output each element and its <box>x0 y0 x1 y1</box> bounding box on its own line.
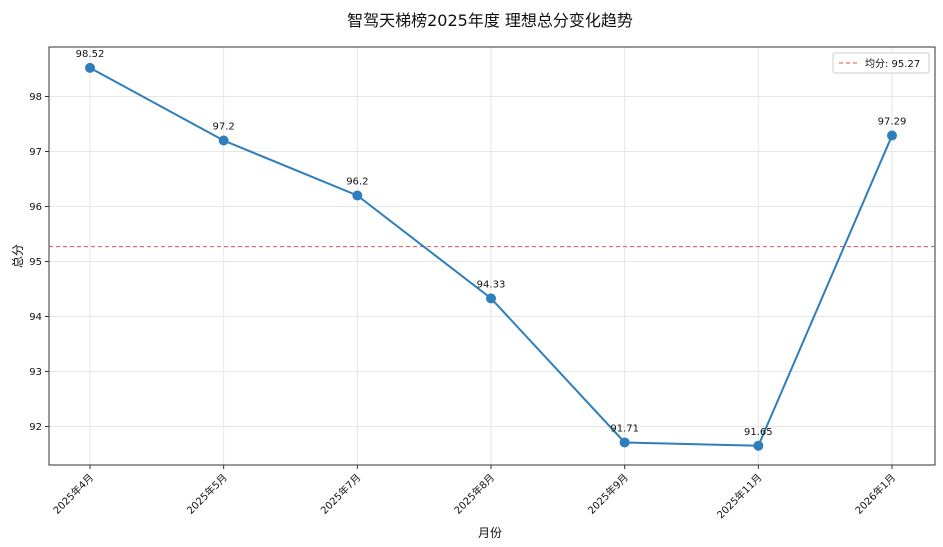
data-point <box>619 437 630 448</box>
x-tick-label: 2026年1月 <box>852 471 898 517</box>
data-points <box>85 62 897 451</box>
data-label: 91.65 <box>744 427 773 438</box>
data-point <box>352 190 363 201</box>
y-tick-label: 96 <box>29 202 42 213</box>
grid-lines <box>49 47 935 465</box>
data-point <box>753 440 764 451</box>
data-point <box>218 135 229 146</box>
x-tick-label: 2025年4月 <box>50 471 96 517</box>
y-tick-label: 97 <box>29 147 42 158</box>
data-label: 91.71 <box>610 423 639 434</box>
data-label: 94.33 <box>477 279 506 290</box>
y-tick-label: 94 <box>29 312 42 323</box>
data-label: 96.2 <box>346 177 368 188</box>
legend: 均分: 95.27 <box>832 52 930 74</box>
x-axis-label: 月份 <box>478 526 502 540</box>
data-point <box>887 130 897 141</box>
y-tick-label: 95 <box>29 257 42 268</box>
y-axis-label: 总分 <box>11 244 25 268</box>
x-tick-label: 2025年11月 <box>714 471 764 521</box>
data-point <box>486 293 496 304</box>
x-tick-label: 2025年8月 <box>451 471 497 517</box>
legend-label: 均分: 95.27 <box>865 58 920 70</box>
data-label: 98.52 <box>76 49 105 60</box>
y-axis: 92 93 94 95 96 97 98 <box>29 92 49 433</box>
data-labels: 98.52 97.2 96.2 94.33 91.71 91.65 97.29 <box>76 49 907 438</box>
x-tick-label: 2025年5月 <box>184 471 230 517</box>
y-tick-label: 93 <box>29 367 42 378</box>
data-label: 97.2 <box>213 122 235 133</box>
x-tick-label: 2025年9月 <box>585 471 631 517</box>
x-axis: 2025年4月 2025年5月 2025年7月 2025年8月 2025年9月 2025年… <box>50 465 898 521</box>
legend-box <box>832 52 930 74</box>
y-tick-label: 98 <box>29 92 42 103</box>
data-label: 97.29 <box>878 117 907 128</box>
plot-area-frame <box>48 46 936 466</box>
x-tick-label: 2025年7月 <box>318 471 364 517</box>
y-tick-label: 92 <box>29 422 42 433</box>
chart-title: 智驾天梯榜2025年度 理想总分变化趋势 <box>347 11 633 30</box>
data-point <box>85 62 95 73</box>
